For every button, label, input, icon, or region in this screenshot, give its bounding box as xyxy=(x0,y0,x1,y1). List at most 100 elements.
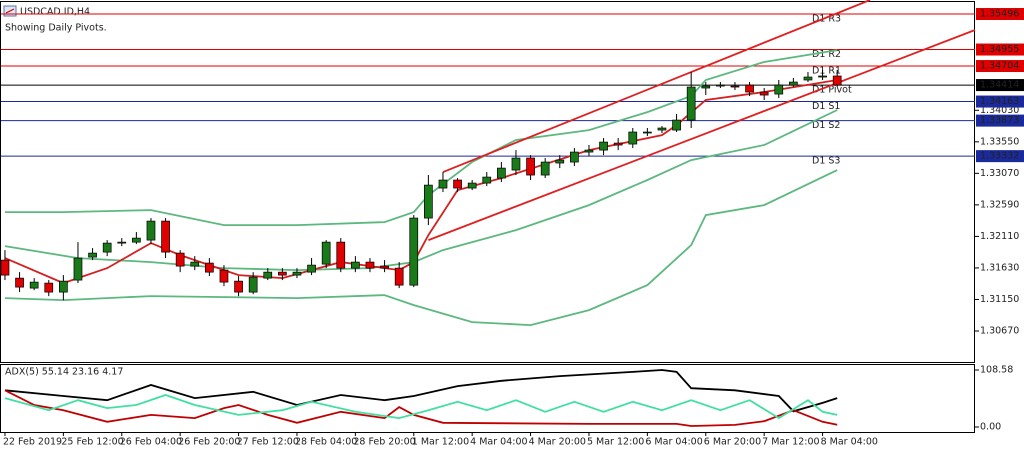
candle-body xyxy=(467,182,477,189)
pivot-name: D1 R1 xyxy=(812,66,841,77)
candle-body xyxy=(584,149,594,153)
candle-body xyxy=(686,86,696,121)
adx-line xyxy=(4,389,838,427)
candle-body xyxy=(701,85,711,89)
candle-body xyxy=(730,85,740,88)
candle-body xyxy=(102,242,112,253)
x-tick-label: 4 Mar 20:00 xyxy=(529,437,586,448)
candle-body xyxy=(672,119,681,131)
candle-body xyxy=(263,271,273,279)
candle-body xyxy=(599,141,608,151)
candle-body xyxy=(409,217,419,286)
pivot-name: D1 S2 xyxy=(812,120,840,131)
candle-body xyxy=(716,84,725,87)
candle-body xyxy=(613,142,623,146)
candle-body xyxy=(745,84,754,93)
pivot-price-label: 1.33873 xyxy=(980,115,1019,126)
y-tick-label: 1.32590 xyxy=(980,199,1019,210)
candle-body xyxy=(628,131,638,145)
pivot-name: D1 R2 xyxy=(812,49,841,60)
candle-body xyxy=(351,261,360,269)
pivot-price-label: 1.34704 xyxy=(980,61,1019,72)
indicator-line xyxy=(4,169,838,327)
x-tick-label: 5 Mar 12:00 xyxy=(587,437,644,448)
candle-body xyxy=(438,179,448,189)
candle-body xyxy=(73,257,83,281)
x-tick-label: 6 Mar 20:00 xyxy=(704,437,761,448)
candle-body xyxy=(190,261,200,267)
y-tick-label: 108.58 xyxy=(980,364,1013,375)
y-tick-label: 1.32110 xyxy=(980,231,1019,242)
x-tick-label: 6 Mar 04:00 xyxy=(645,437,702,448)
chart-subtitle: Showing Daily Pivots. xyxy=(5,23,107,34)
y-tick-label: 1.34030 xyxy=(980,105,1019,116)
x-tick-label: 26 Feb 20:00 xyxy=(178,437,240,448)
x-tick-label: 7 Mar 12:00 xyxy=(762,437,819,448)
y-tick-label: 1.33550 xyxy=(980,136,1019,147)
x-tick-label: 4 Mar 04:00 xyxy=(470,437,527,448)
x-tick-label: 8 Mar 04:00 xyxy=(821,437,878,448)
x-tick-label: 26 Feb 04:00 xyxy=(120,437,182,448)
y-tick-label: 1.31630 xyxy=(980,262,1019,273)
pivot-price-box xyxy=(976,7,1024,20)
candle-body xyxy=(789,81,798,86)
candle-body xyxy=(15,277,24,288)
pivot-price-box xyxy=(976,114,1024,127)
indicator-panel xyxy=(0,364,975,433)
candle-body xyxy=(643,131,652,134)
candle-body xyxy=(453,179,462,189)
candle-body xyxy=(540,161,550,176)
y-tick-label: 1.30670 xyxy=(980,325,1019,336)
candle-body xyxy=(482,176,492,184)
adx-line xyxy=(4,369,838,413)
candle-body xyxy=(278,271,287,276)
candle-body xyxy=(394,267,404,286)
x-tick-label: 28 Feb 04:00 xyxy=(295,437,357,448)
pivot-name: D1 Pivot xyxy=(812,85,852,96)
x-tick-label: 27 Feb 12:00 xyxy=(237,437,299,448)
pivot-price-label: 1.34955 xyxy=(980,44,1019,55)
candle-body xyxy=(424,184,433,219)
candle-body xyxy=(292,271,302,276)
candle-body xyxy=(59,280,68,293)
candle-body xyxy=(365,261,375,269)
pivot-name: D1 R3 xyxy=(812,13,841,24)
candle-body xyxy=(759,91,769,96)
candle-body xyxy=(307,264,316,273)
x-tick-label: 28 Feb 20:00 xyxy=(353,437,415,448)
y-tick-label: 1.31150 xyxy=(980,294,1019,305)
candle-body xyxy=(219,269,229,283)
candle-body xyxy=(832,75,842,86)
x-tick-label: 1 Mar 12:00 xyxy=(412,437,469,448)
candle-body xyxy=(146,220,156,241)
y-tick-label: 1.33070 xyxy=(980,168,1019,179)
pivot-price-box xyxy=(976,60,1024,73)
candle-body xyxy=(380,265,389,269)
pivot-price-label: 1.34163 xyxy=(980,96,1019,107)
candle-body xyxy=(205,262,214,273)
indicator-line xyxy=(5,49,838,226)
candle-body xyxy=(248,276,258,293)
candle-body xyxy=(175,252,185,267)
pivot-name: D1 S3 xyxy=(812,156,840,167)
indicator-line xyxy=(442,0,871,173)
candle-body xyxy=(570,151,579,163)
candle-body xyxy=(321,241,331,265)
candle-body xyxy=(88,252,97,258)
candle-body xyxy=(44,282,54,293)
pivot-price-box xyxy=(976,150,1024,163)
candle-body xyxy=(161,220,170,253)
candle-body xyxy=(0,259,10,276)
chart-title: USDCAD.ID,H4 xyxy=(20,7,90,18)
pivot-price-box xyxy=(976,43,1024,56)
pivot-price-box xyxy=(976,95,1024,108)
candle-body xyxy=(132,237,141,243)
x-tick-label: 25 Feb 12:00 xyxy=(61,437,123,448)
indicator-line xyxy=(4,109,838,272)
candle-body xyxy=(774,84,784,95)
candle-body xyxy=(117,241,127,244)
indicator-title: ADX(5) 55.14 23.16 4.17 xyxy=(5,367,123,378)
symbol-icon xyxy=(3,5,17,17)
y-tick-label: 0.00 xyxy=(980,422,1001,433)
